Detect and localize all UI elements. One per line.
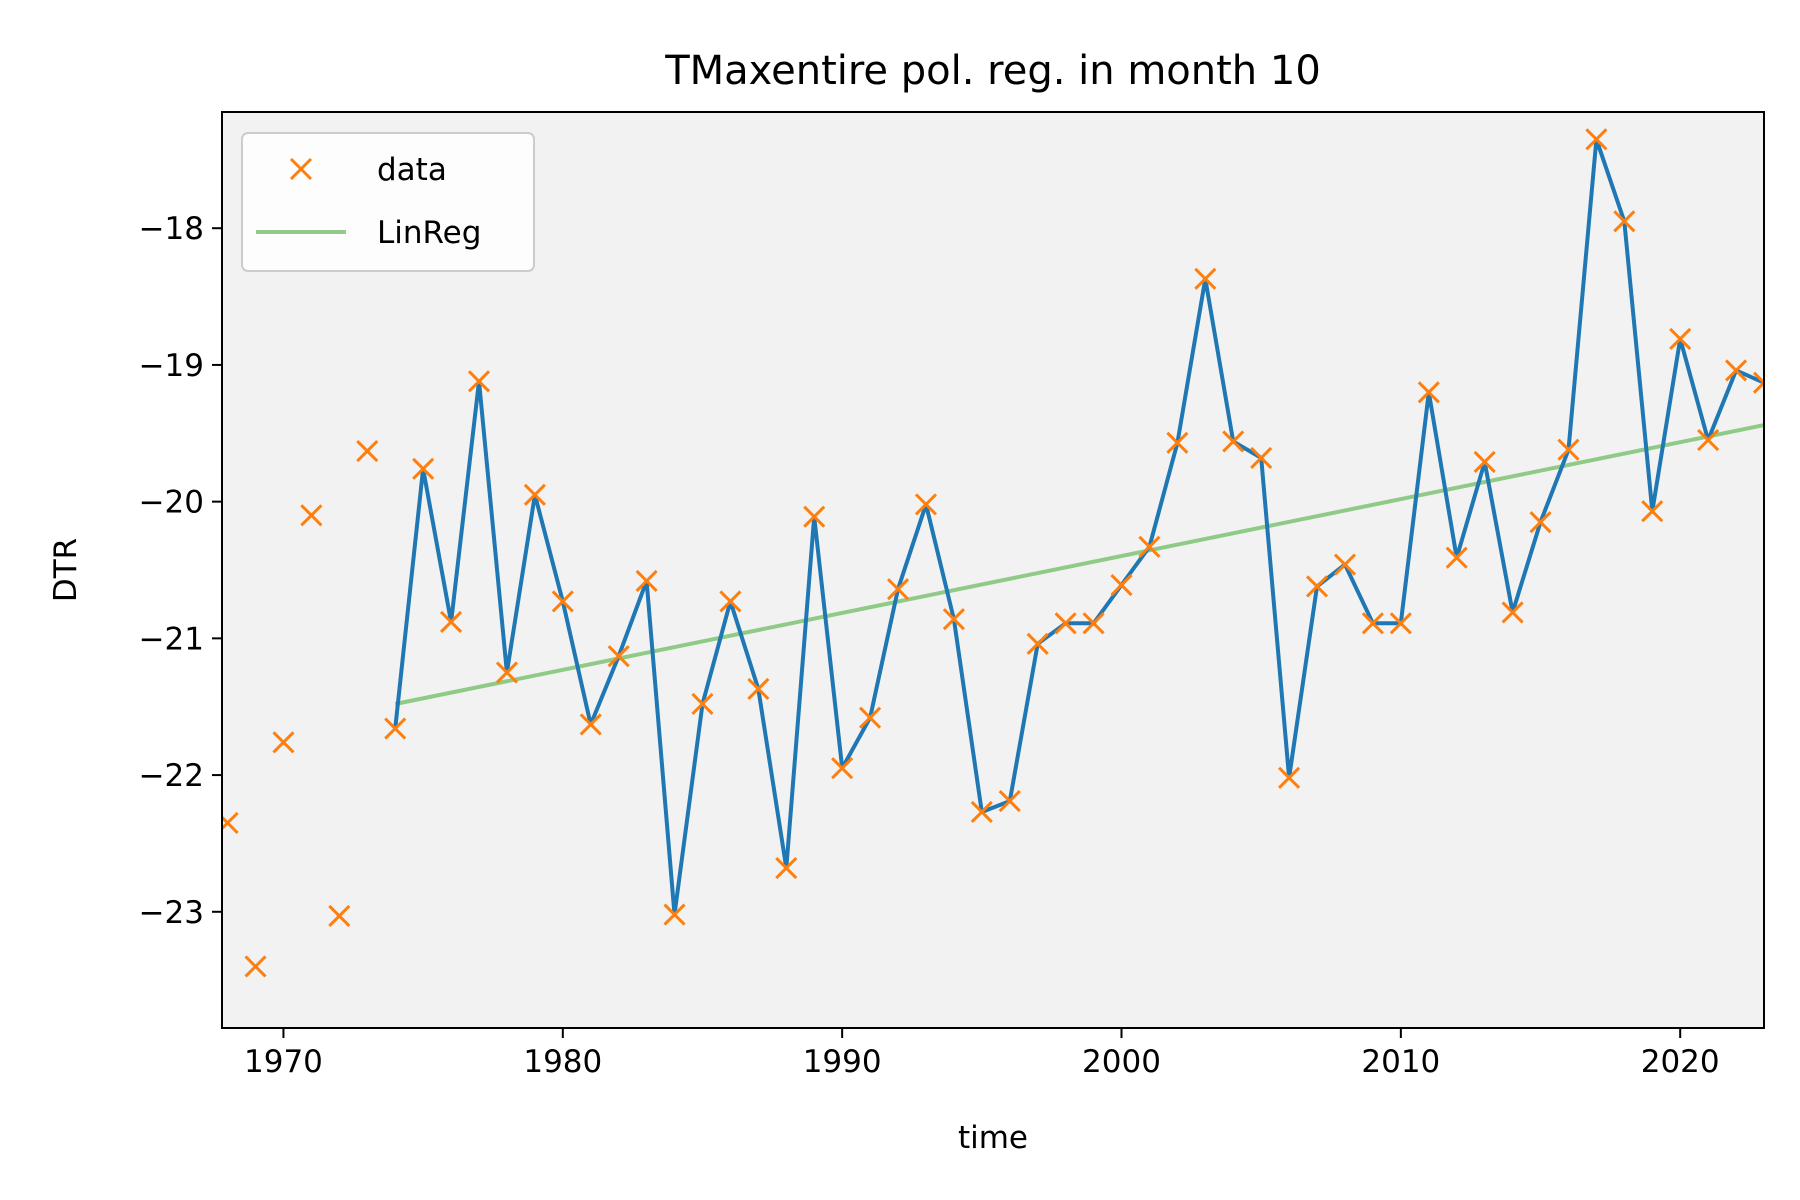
data-point bbox=[384, 717, 407, 740]
data-point bbox=[272, 731, 295, 754]
data-point bbox=[1138, 535, 1161, 558]
data-point bbox=[970, 800, 993, 824]
data-point bbox=[1697, 429, 1720, 452]
data-point bbox=[1557, 438, 1580, 461]
data-point bbox=[1529, 511, 1552, 534]
y-tick-label: −19 bbox=[139, 348, 204, 384]
y-axis-label: DTR bbox=[48, 538, 84, 602]
data-point bbox=[1110, 573, 1133, 597]
data-point bbox=[1082, 612, 1105, 635]
data-point bbox=[1361, 612, 1384, 635]
data-point bbox=[579, 713, 602, 736]
data-point bbox=[775, 856, 798, 880]
data-point bbox=[1389, 612, 1412, 635]
data-point bbox=[412, 457, 435, 480]
legend-data-marker bbox=[289, 157, 313, 181]
y-tick-label: −23 bbox=[139, 895, 204, 931]
y-tick-label: −21 bbox=[139, 621, 204, 657]
data-point bbox=[1222, 430, 1245, 453]
x-tick-label: 1970 bbox=[244, 1044, 323, 1080]
data-point bbox=[1725, 359, 1748, 382]
x-tick-label: 2010 bbox=[1361, 1044, 1440, 1080]
data-point bbox=[1305, 575, 1329, 598]
data-point bbox=[1333, 553, 1357, 576]
linreg-line bbox=[394, 423, 1764, 706]
x-tick-label: 1980 bbox=[523, 1044, 602, 1080]
x-tick-label: 2000 bbox=[1082, 1044, 1161, 1080]
data-point bbox=[942, 608, 965, 631]
plot-frame bbox=[221, 111, 1765, 1029]
data-point bbox=[1194, 267, 1217, 290]
data-point bbox=[551, 590, 574, 613]
data-point bbox=[1501, 601, 1524, 624]
data-point bbox=[356, 439, 379, 463]
data-point bbox=[1613, 210, 1636, 233]
data-point bbox=[495, 661, 518, 684]
data-point bbox=[1641, 500, 1664, 523]
data-point bbox=[635, 569, 658, 592]
y-tick-label: −18 bbox=[139, 211, 204, 247]
y-axis: −23 −22 −21 −20 −19 −18 bbox=[139, 211, 222, 931]
data-point bbox=[244, 955, 267, 978]
data-point bbox=[440, 610, 463, 634]
data-point bbox=[1473, 450, 1496, 474]
data-point bbox=[803, 505, 826, 528]
data-point bbox=[719, 590, 742, 613]
data-point bbox=[663, 903, 686, 926]
data-point bbox=[467, 370, 491, 393]
x-tick-label: 1990 bbox=[803, 1044, 882, 1080]
data-point bbox=[831, 757, 854, 780]
data-point bbox=[300, 504, 323, 527]
x-axis-label: time bbox=[958, 1120, 1028, 1156]
data-point bbox=[1669, 327, 1692, 351]
chart-title: TMaxentire pol. reg. in month 10 bbox=[664, 48, 1321, 94]
data-point bbox=[222, 811, 239, 834]
legend: data LinReg bbox=[241, 132, 535, 272]
x-tick-label: 2020 bbox=[1641, 1044, 1720, 1080]
data-point bbox=[998, 789, 1021, 813]
data-point bbox=[691, 692, 714, 716]
legend-label-data: data bbox=[377, 152, 447, 188]
y-tick-label: −22 bbox=[139, 758, 204, 794]
data-point bbox=[1054, 612, 1077, 635]
data-point bbox=[328, 904, 351, 927]
data-point bbox=[1026, 632, 1049, 655]
data-point bbox=[1445, 546, 1468, 569]
x-axis: 1970 1980 1990 2000 2010 2020 bbox=[244, 1028, 1720, 1080]
data-point bbox=[1585, 128, 1608, 151]
data-point bbox=[523, 483, 546, 506]
series-layer bbox=[222, 128, 1764, 978]
legend-box bbox=[241, 132, 535, 272]
legend-label-linreg: LinReg bbox=[377, 215, 481, 251]
data-point bbox=[607, 645, 630, 668]
data-point bbox=[886, 578, 910, 601]
data-point bbox=[1752, 371, 1764, 394]
data-point bbox=[1250, 446, 1273, 469]
data-point bbox=[1166, 431, 1189, 454]
data-point bbox=[914, 493, 938, 516]
data-point bbox=[859, 706, 882, 729]
data-point bbox=[1417, 381, 1440, 404]
y-tick-label: −20 bbox=[139, 485, 204, 521]
data-point bbox=[747, 677, 770, 701]
data-point bbox=[1278, 766, 1301, 789]
series-line bbox=[393, 137, 1764, 917]
